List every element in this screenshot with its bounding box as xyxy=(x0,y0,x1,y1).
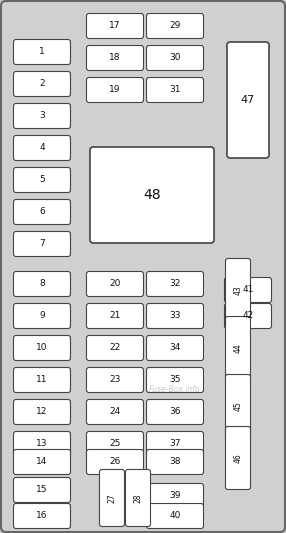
Text: 19: 19 xyxy=(109,85,121,94)
Text: 21: 21 xyxy=(109,311,121,320)
FancyBboxPatch shape xyxy=(90,147,214,243)
Text: 6: 6 xyxy=(39,207,45,216)
Text: 3: 3 xyxy=(39,111,45,120)
FancyBboxPatch shape xyxy=(13,303,71,328)
FancyBboxPatch shape xyxy=(13,335,71,360)
Text: 13: 13 xyxy=(36,440,48,448)
FancyBboxPatch shape xyxy=(146,400,204,424)
FancyBboxPatch shape xyxy=(13,478,71,503)
Text: 24: 24 xyxy=(109,408,121,416)
Text: 27: 27 xyxy=(108,493,116,503)
FancyBboxPatch shape xyxy=(13,432,71,456)
Text: 41: 41 xyxy=(242,286,254,295)
Text: 14: 14 xyxy=(36,457,48,466)
Text: 15: 15 xyxy=(36,486,48,495)
FancyBboxPatch shape xyxy=(86,432,144,456)
FancyBboxPatch shape xyxy=(225,303,271,328)
FancyBboxPatch shape xyxy=(86,449,144,474)
FancyBboxPatch shape xyxy=(225,426,251,489)
Text: 35: 35 xyxy=(169,376,181,384)
FancyBboxPatch shape xyxy=(225,278,271,303)
FancyBboxPatch shape xyxy=(13,135,71,160)
Text: 10: 10 xyxy=(36,343,48,352)
Text: 7: 7 xyxy=(39,239,45,248)
FancyBboxPatch shape xyxy=(146,45,204,70)
FancyBboxPatch shape xyxy=(126,470,150,527)
Text: 12: 12 xyxy=(36,408,48,416)
Text: 20: 20 xyxy=(109,279,121,288)
Text: 16: 16 xyxy=(36,512,48,521)
Text: 40: 40 xyxy=(169,512,181,521)
FancyBboxPatch shape xyxy=(146,77,204,102)
Text: 26: 26 xyxy=(109,457,121,466)
FancyBboxPatch shape xyxy=(13,271,71,296)
FancyBboxPatch shape xyxy=(86,13,144,38)
FancyBboxPatch shape xyxy=(146,483,204,508)
Text: 48: 48 xyxy=(143,188,161,202)
Text: Fuse-Box.info: Fuse-Box.info xyxy=(149,385,201,394)
FancyBboxPatch shape xyxy=(225,317,251,379)
Text: 31: 31 xyxy=(169,85,181,94)
FancyBboxPatch shape xyxy=(146,303,204,328)
Text: 34: 34 xyxy=(169,343,181,352)
FancyBboxPatch shape xyxy=(13,167,71,192)
Text: 29: 29 xyxy=(169,21,181,30)
Text: 38: 38 xyxy=(169,457,181,466)
Text: 36: 36 xyxy=(169,408,181,416)
FancyBboxPatch shape xyxy=(225,375,251,438)
Text: 22: 22 xyxy=(109,343,121,352)
FancyBboxPatch shape xyxy=(86,367,144,392)
FancyBboxPatch shape xyxy=(146,367,204,392)
Text: 47: 47 xyxy=(241,95,255,105)
FancyBboxPatch shape xyxy=(146,271,204,296)
FancyBboxPatch shape xyxy=(13,504,71,529)
FancyBboxPatch shape xyxy=(13,400,71,424)
Text: 8: 8 xyxy=(39,279,45,288)
FancyBboxPatch shape xyxy=(86,335,144,360)
FancyBboxPatch shape xyxy=(225,259,251,321)
FancyBboxPatch shape xyxy=(86,303,144,328)
Text: 32: 32 xyxy=(169,279,181,288)
Text: 17: 17 xyxy=(109,21,121,30)
FancyBboxPatch shape xyxy=(13,71,71,96)
FancyBboxPatch shape xyxy=(146,504,204,529)
Text: 46: 46 xyxy=(233,453,243,463)
Text: 28: 28 xyxy=(134,493,142,503)
FancyBboxPatch shape xyxy=(86,45,144,70)
Text: 43: 43 xyxy=(233,285,243,295)
Text: 5: 5 xyxy=(39,175,45,184)
FancyBboxPatch shape xyxy=(13,103,71,128)
FancyBboxPatch shape xyxy=(146,449,204,474)
Text: 44: 44 xyxy=(233,343,243,353)
Text: 11: 11 xyxy=(36,376,48,384)
Text: 30: 30 xyxy=(169,53,181,62)
Text: 37: 37 xyxy=(169,440,181,448)
Text: 4: 4 xyxy=(39,143,45,152)
Text: 33: 33 xyxy=(169,311,181,320)
FancyBboxPatch shape xyxy=(13,39,71,64)
FancyBboxPatch shape xyxy=(146,432,204,456)
FancyBboxPatch shape xyxy=(13,231,71,256)
Text: 39: 39 xyxy=(169,491,181,500)
FancyBboxPatch shape xyxy=(13,367,71,392)
Text: 23: 23 xyxy=(109,376,121,384)
FancyBboxPatch shape xyxy=(100,470,124,527)
Text: 18: 18 xyxy=(109,53,121,62)
Text: 2: 2 xyxy=(39,79,45,88)
Text: 1: 1 xyxy=(39,47,45,56)
FancyBboxPatch shape xyxy=(86,77,144,102)
FancyBboxPatch shape xyxy=(146,335,204,360)
FancyBboxPatch shape xyxy=(13,199,71,224)
Text: 9: 9 xyxy=(39,311,45,320)
Text: 42: 42 xyxy=(242,311,254,320)
FancyBboxPatch shape xyxy=(86,400,144,424)
Text: 25: 25 xyxy=(109,440,121,448)
FancyBboxPatch shape xyxy=(13,449,71,474)
FancyBboxPatch shape xyxy=(146,13,204,38)
FancyBboxPatch shape xyxy=(227,42,269,158)
Text: 45: 45 xyxy=(233,401,243,411)
FancyBboxPatch shape xyxy=(86,271,144,296)
